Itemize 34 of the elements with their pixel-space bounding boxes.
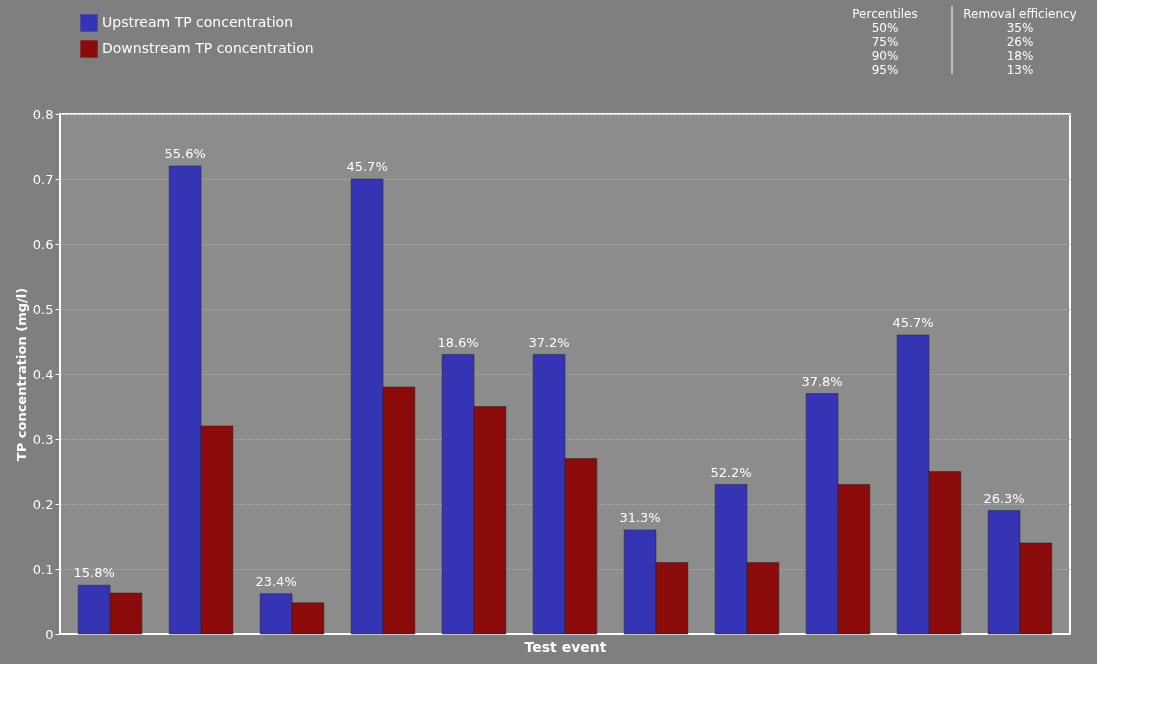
text: Removal efficiency <box>963 7 1077 21</box>
annotation: 26.3% <box>983 490 1025 506</box>
legend-label: Downstream TP concentration <box>102 40 314 56</box>
y-axis-title: TP concentration (mg/l) <box>13 287 29 462</box>
annotation: 37.2% <box>528 334 570 350</box>
annotation: 18.6% <box>437 334 479 350</box>
annotation: 37.8% <box>801 373 843 389</box>
y-tick-label: 0.6 <box>32 236 54 252</box>
legend-label: Upstream TP concentration <box>102 14 294 30</box>
y-tick-label: 0.3 <box>32 431 54 447</box>
text: 95% <box>871 63 899 77</box>
text: 26% <box>1006 35 1034 49</box>
annotation: 45.7% <box>346 159 388 174</box>
y-tick-label: 0.1 <box>32 561 54 577</box>
text: 75% <box>871 35 899 49</box>
annotation: 31.3% <box>619 510 661 525</box>
annotation: 52.2% <box>710 464 752 480</box>
annotation: 23.4% <box>255 573 297 589</box>
text: 35% <box>1006 21 1034 35</box>
text: 13% <box>1006 63 1034 77</box>
text: Percentiles <box>852 7 918 21</box>
annotation: 15.8% <box>73 565 115 581</box>
text: 18% <box>1006 49 1034 63</box>
y-tick-label: 0 <box>45 626 54 642</box>
x-axis-title: Test event <box>524 638 607 655</box>
annotation: 55.6% <box>164 146 206 161</box>
y-tick-label: 0.4 <box>32 366 54 382</box>
y-tick-label: 0.2 <box>32 496 54 512</box>
text: 90% <box>871 49 899 63</box>
y-tick-label: 0.8 <box>32 106 54 122</box>
y-tick-label: 0.7 <box>32 171 54 187</box>
text: 50% <box>871 21 899 35</box>
y-tick-label: 0.5 <box>32 301 54 317</box>
annotation: 45.7% <box>892 315 934 330</box>
